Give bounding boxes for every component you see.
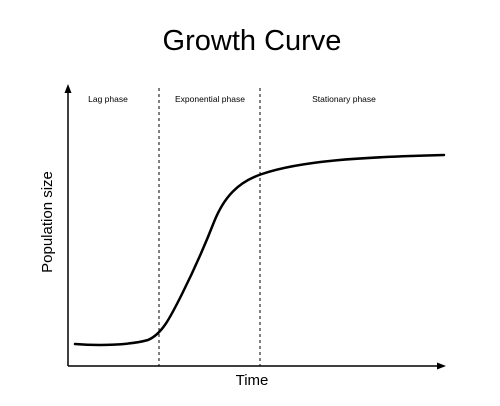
phase-label-exponential: Exponential phase (175, 94, 245, 104)
y-axis-arrowhead (64, 84, 72, 93)
phase-label-lag: Lag phase (88, 94, 128, 104)
phase-label-stationary: Stationary phase (312, 94, 376, 104)
x-axis-arrowhead (437, 362, 446, 370)
growth-curve-line (73, 153, 446, 347)
y-axis-label: Population size (39, 171, 56, 273)
chart-title: Growth Curve (163, 25, 342, 57)
x-axis-label: Time (236, 372, 269, 389)
